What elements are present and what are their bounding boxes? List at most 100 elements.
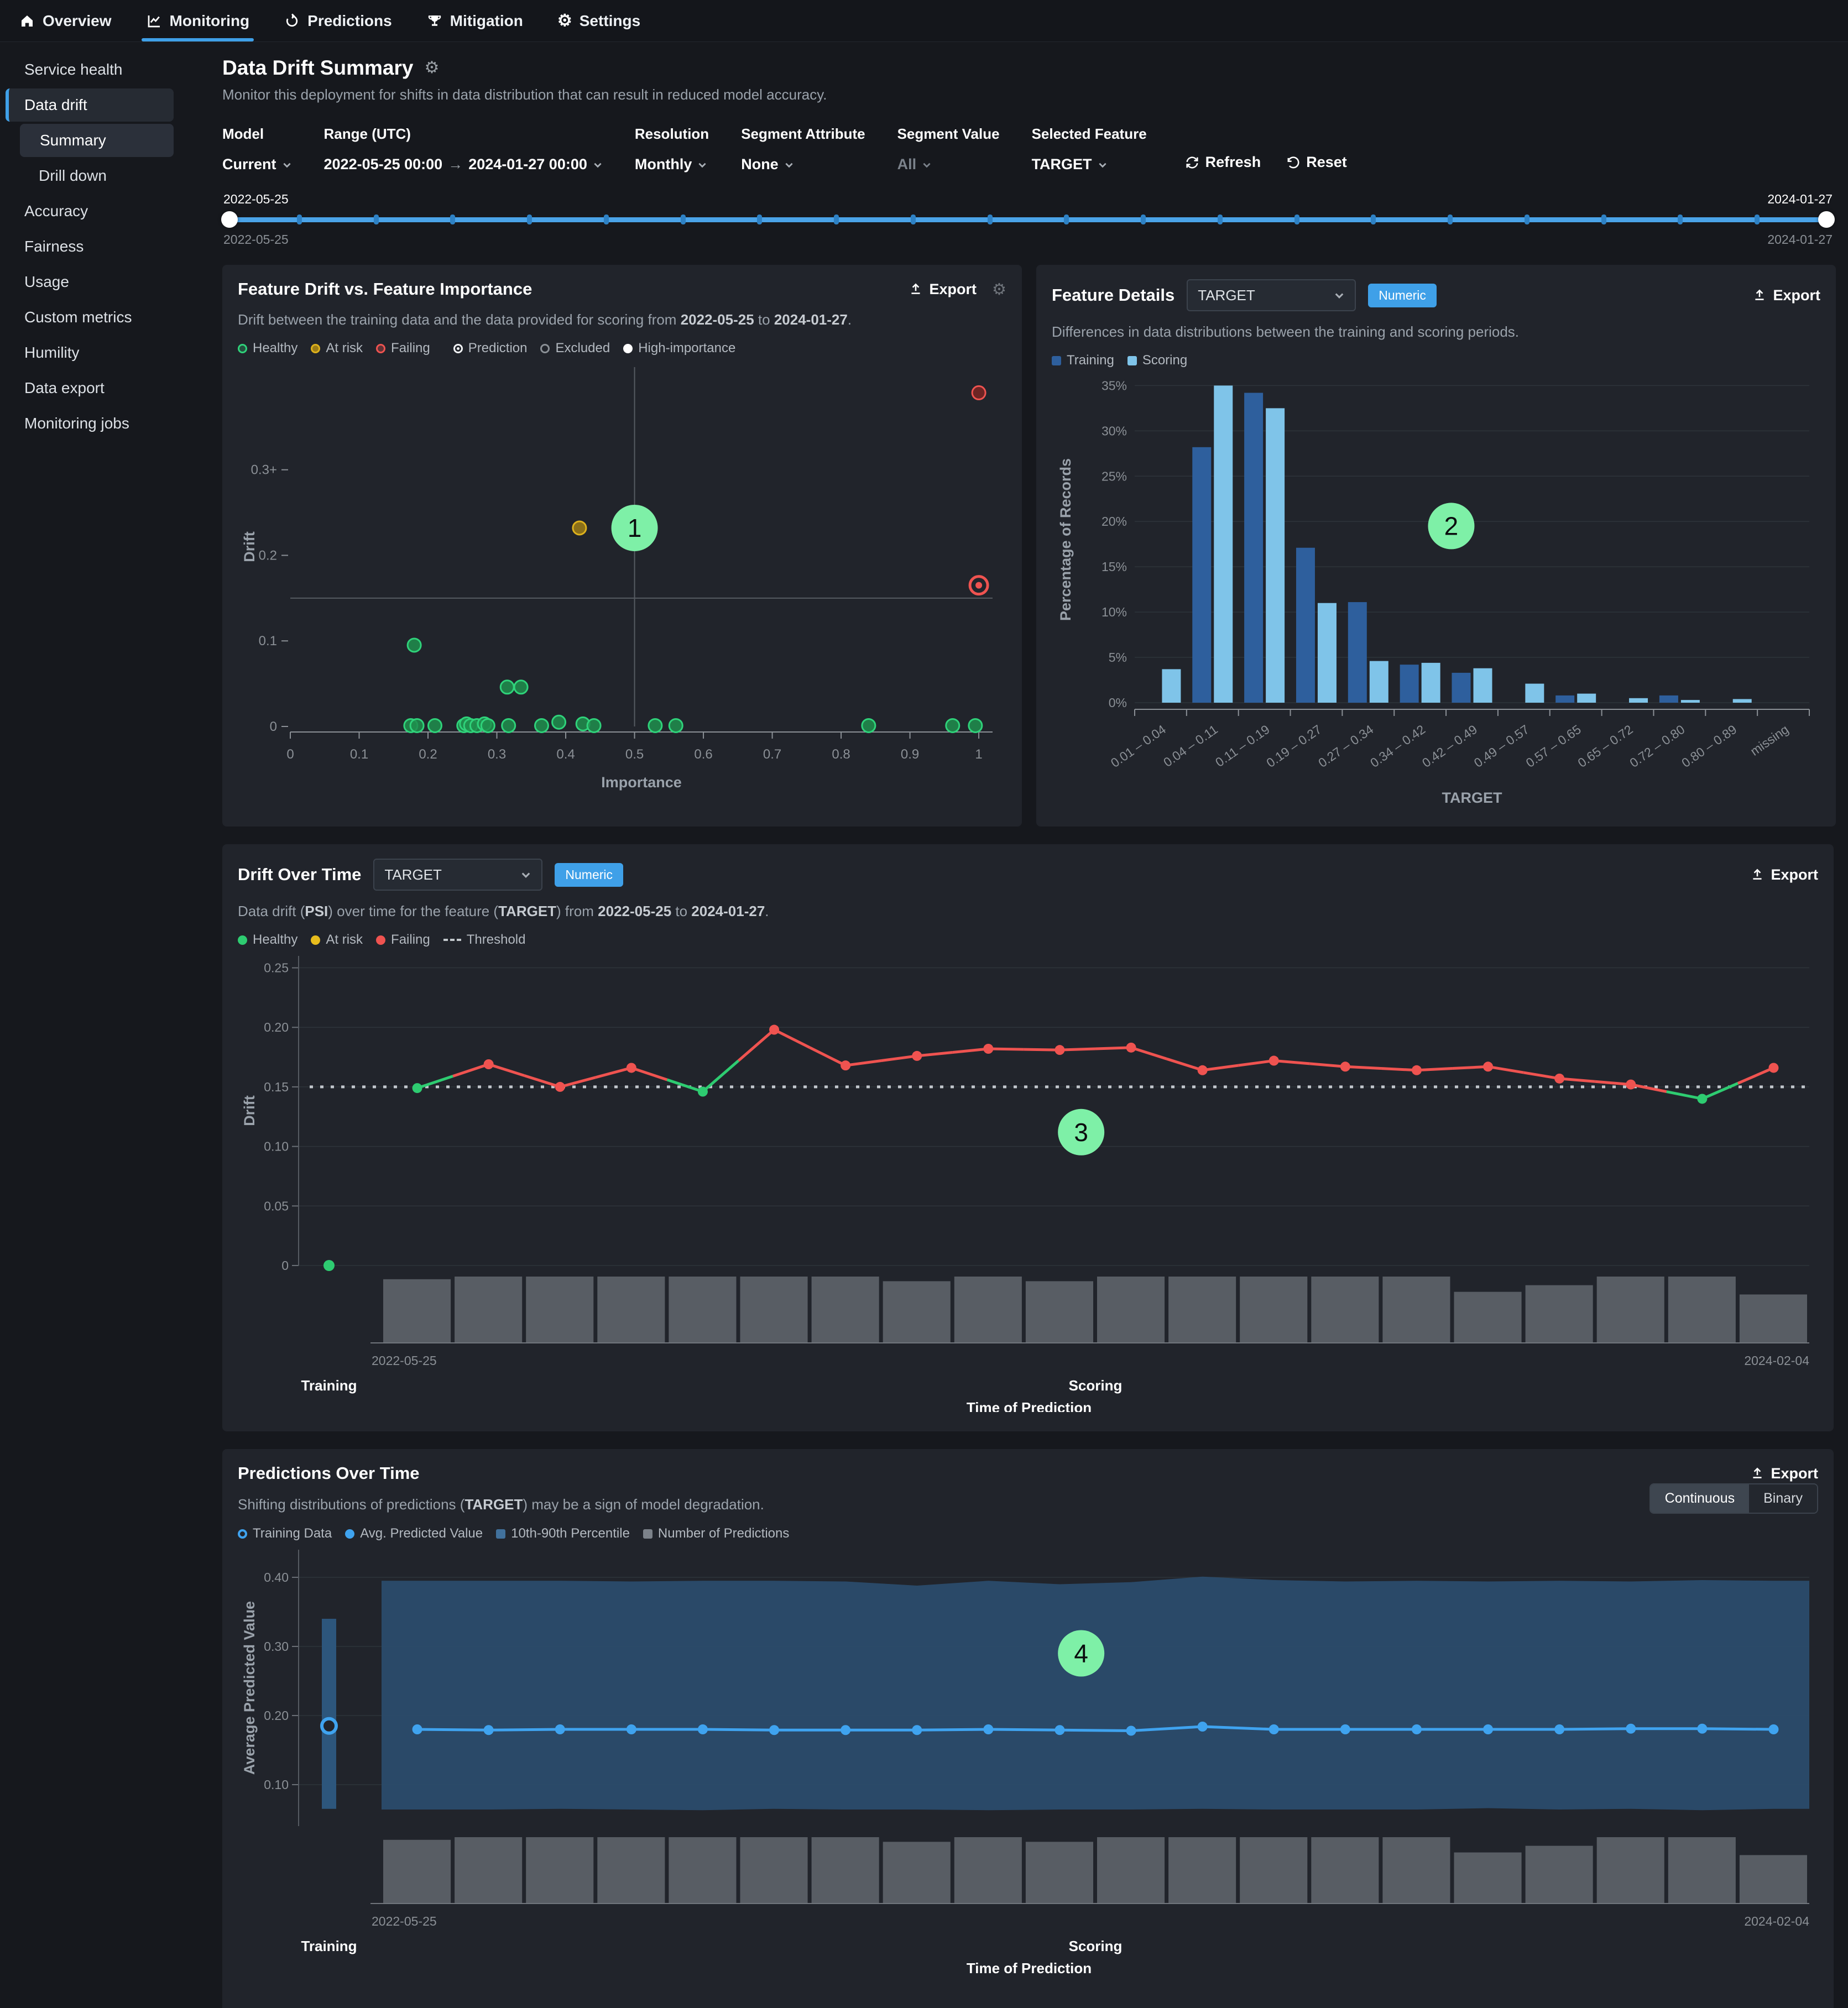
chevron-down-icon: [697, 160, 707, 170]
prediction-volume-bar: [597, 1837, 665, 1904]
prediction-volume-bar: [1597, 1837, 1664, 1904]
nav-item-predictions[interactable]: Predictions: [281, 0, 394, 41]
svg-text:2022-05-25: 2022-05-25: [372, 1914, 437, 1928]
sidebar-item-service-health[interactable]: Service health: [6, 53, 174, 86]
svg-text:0.19 – 0.27: 0.19 – 0.27: [1264, 722, 1324, 770]
toggle-binary[interactable]: Binary: [1749, 1484, 1817, 1513]
avg-predicted-point: [1198, 1722, 1208, 1732]
page-settings-gear-icon[interactable]: ⚙: [424, 60, 439, 76]
chevron-down-icon: [784, 160, 794, 170]
training-bar: [1452, 673, 1471, 703]
feature-select[interactable]: TARGET: [373, 859, 542, 891]
refresh-button[interactable]: Refresh: [1184, 154, 1261, 171]
avg-predicted-point: [1483, 1724, 1493, 1734]
sidebar-item-monitoring-jobs[interactable]: Monitoring jobs: [6, 407, 174, 440]
slider-tick: [1448, 215, 1453, 224]
sidebar-item-usage[interactable]: Usage: [6, 265, 174, 299]
failing-drift-point: [983, 1044, 993, 1054]
reset-button[interactable]: Reset: [1285, 154, 1347, 171]
feature-drift-title: Feature Drift vs. Feature Importance: [238, 279, 532, 299]
chevron-down-icon: [1098, 160, 1108, 170]
svg-text:0.6: 0.6: [694, 747, 712, 762]
sidebar-item-custom-metrics[interactable]: Custom metrics: [6, 301, 174, 334]
selected-feature-value[interactable]: TARGET: [1032, 156, 1147, 173]
export-button[interactable]: Export: [1750, 1465, 1818, 1482]
slider-start-label: 2022-05-25: [223, 192, 289, 207]
scoring-bar: [1370, 661, 1388, 703]
slider-tick: [297, 215, 302, 224]
failing-drift-point: [1269, 1056, 1279, 1066]
export-icon: [1750, 867, 1765, 882]
slider-tick: [527, 215, 532, 224]
svg-text:Drift: Drift: [241, 531, 258, 562]
healthy-drift-point: [698, 1087, 708, 1097]
sidebar-item-fairness[interactable]: Fairness: [6, 230, 174, 263]
toggle-continuous[interactable]: Continuous: [1651, 1484, 1749, 1513]
numeric-badge: Numeric: [1368, 284, 1437, 307]
refresh-icon: [1184, 155, 1200, 170]
healthy-feature-point: [669, 719, 682, 732]
legend-item-scoring: Scoring: [1127, 353, 1187, 368]
annotation-marker-3: 3: [1058, 1109, 1104, 1155]
segment-attribute-value[interactable]: None: [741, 156, 865, 173]
healthy-legend-marker-icon: [238, 344, 247, 353]
sidebar-item-drill-down[interactable]: Drill down: [6, 159, 174, 192]
resolution-filter-value[interactable]: Monthly: [635, 156, 709, 173]
date-range-slider: 2022-05-25 2024-01-27 2022-05-25 2024-01…: [222, 192, 1834, 247]
segment-value-value: All: [897, 156, 1000, 173]
svg-text:0.40: 0.40: [264, 1570, 289, 1585]
sidebar-item-accuracy[interactable]: Accuracy: [6, 195, 174, 228]
nav-item-mitigation[interactable]: Mitigation: [424, 0, 525, 41]
failing-drift-point: [1126, 1043, 1136, 1053]
scoring-bar: [1266, 408, 1285, 703]
sidebar-item-data-drift[interactable]: Data drift: [6, 88, 174, 122]
svg-text:0.1: 0.1: [259, 634, 277, 649]
legend-item-threshold: Threshold: [443, 932, 526, 948]
healthy-drift-point: [413, 1083, 422, 1093]
slider-handle-end[interactable]: [1818, 211, 1835, 228]
failing-drift-point: [1626, 1080, 1636, 1090]
slider-track[interactable]: [222, 211, 1834, 228]
svg-text:0%: 0%: [1109, 696, 1127, 710]
svg-text:0.20: 0.20: [264, 1020, 289, 1034]
failing-drift-point: [484, 1059, 494, 1069]
chevron-down-icon: [922, 160, 932, 170]
range-filter-value[interactable]: 2022-05-25 00:00 → 2024-01-27 00:00: [324, 156, 603, 173]
failing-drift-point: [1768, 1063, 1778, 1073]
drift-over-time-legend: HealthyAt riskFailingThreshold: [238, 932, 1818, 948]
svg-text:0.11 – 0.19: 0.11 – 0.19: [1213, 722, 1272, 770]
prediction-volume-bar: [526, 1277, 593, 1343]
prediction-volume-bar: [1311, 1277, 1379, 1343]
nav-item-overview[interactable]: Overview: [17, 0, 114, 41]
svg-text:Time of Prediction: Time of Prediction: [967, 1960, 1092, 1976]
export-button[interactable]: Export: [909, 281, 977, 298]
prediction-volume-bar: [1311, 1837, 1379, 1904]
svg-text:Scoring: Scoring: [1069, 1938, 1123, 1954]
slider-handle-start[interactable]: [221, 211, 238, 228]
export-button[interactable]: Export: [1752, 287, 1820, 304]
export-button[interactable]: Export: [1750, 866, 1818, 883]
prediction-volume-bar: [883, 1281, 951, 1343]
nav-item-monitoring[interactable]: Monitoring: [144, 0, 252, 41]
avg-predicted-point: [1054, 1725, 1064, 1735]
nav-item-settings[interactable]: ⚙ Settings: [555, 0, 643, 41]
scoring-bar: [1422, 663, 1440, 703]
sidebar-item-humility[interactable]: Humility: [6, 336, 174, 369]
prediction-volume-bar: [1026, 1281, 1093, 1343]
prediction-volume-bar: [1668, 1837, 1736, 1904]
scoring-bar: [1629, 698, 1648, 703]
sidebar-item-data-export[interactable]: Data export: [6, 372, 174, 405]
slider-start-sublabel: 2022-05-25: [223, 232, 289, 247]
avg-predicted-point: [413, 1724, 422, 1734]
svg-text:Importance: Importance: [601, 774, 682, 791]
numeric-badge: Numeric: [555, 863, 623, 887]
feature-select[interactable]: TARGET: [1187, 279, 1356, 311]
chart-settings-gear-icon[interactable]: ⚙: [992, 280, 1006, 299]
home-icon: [19, 13, 35, 29]
legend-item-failing: Failing: [376, 932, 430, 948]
avg-predicted-point: [1340, 1724, 1350, 1734]
page-subtitle: Monitor this deployment for shifts in da…: [222, 86, 1834, 103]
sidebar-item-summary[interactable]: Summary: [20, 124, 174, 157]
annotation-marker-2: 2: [1428, 503, 1474, 549]
model-filter-value[interactable]: Current: [222, 156, 292, 173]
